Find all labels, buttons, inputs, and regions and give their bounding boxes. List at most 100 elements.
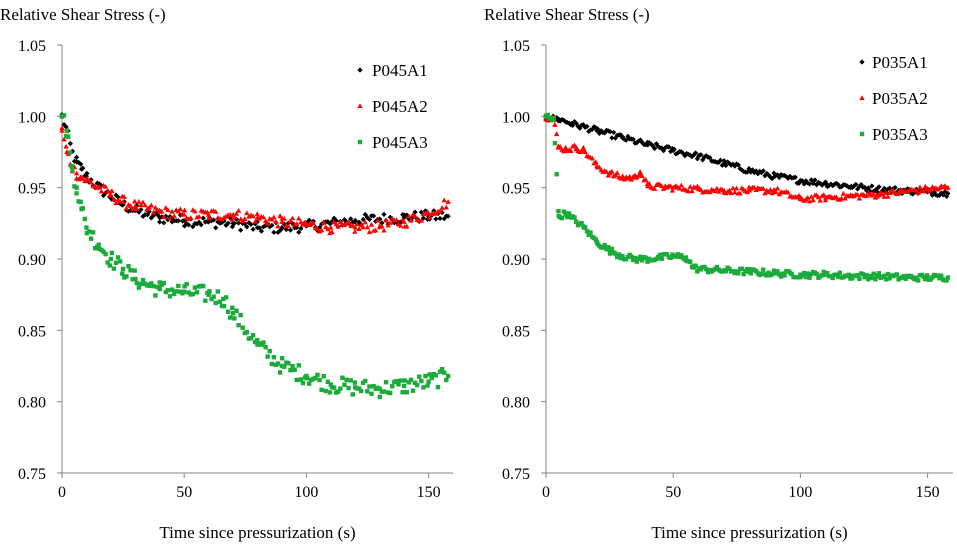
data-point [772,173,778,179]
x-tick-label: 0 [58,484,66,501]
data-point [695,186,702,192]
data-point [673,151,679,157]
data-point [142,202,148,208]
data-point [848,183,854,189]
data-point [342,382,347,387]
data-point [404,223,410,229]
data-point [329,229,335,235]
data-point [584,229,590,234]
data-point [98,188,105,194]
data-point [161,280,166,286]
data-point [639,258,645,263]
data-point [639,173,645,179]
data-point [381,389,387,394]
data-point [420,215,427,221]
data-point [321,219,327,225]
data-point [294,377,299,383]
data-point [854,192,861,197]
data-point [789,271,794,277]
data-point [714,264,720,270]
y-tick-label: 0.95 [18,181,46,198]
data-point [400,389,405,395]
data-point [574,219,579,225]
data-point [132,268,137,273]
data-point [606,170,613,176]
data-point [812,177,818,183]
data-point [675,252,680,257]
data-point [296,363,301,368]
data-point [136,285,142,290]
data-point [213,225,219,231]
legend-label: P035A2 [872,89,928,108]
data-point [815,179,822,186]
data-point [856,195,863,201]
data-point [821,192,827,198]
data-point [225,309,231,314]
data-point [426,379,431,384]
data-point [761,267,766,272]
data-point [250,333,256,338]
data-point [82,216,88,222]
data-point [863,193,870,198]
data-point [607,251,613,256]
data-point [161,214,167,220]
data-point [619,174,626,180]
data-point [181,289,187,295]
data-point [67,140,73,147]
y-axis-title: Relative Shear Stress (-) [484,5,650,24]
data-point [63,124,69,130]
data-point [176,283,181,289]
data-point [404,390,410,395]
data-point [550,117,556,123]
data-point [850,276,855,281]
data-point [561,209,567,214]
data-point [352,217,358,224]
data-point [250,213,256,219]
data-point [370,213,377,219]
data-point [383,379,389,385]
data-point [688,259,693,265]
data-point [746,187,753,193]
data-point [594,128,600,134]
data-point [74,191,79,196]
data-point [679,253,684,258]
data-point [764,170,770,177]
data-point [397,222,404,228]
data-point [328,382,334,387]
data-point [668,148,674,155]
data-point [666,144,672,150]
legend-label: P045A1 [372,61,428,80]
data-point [78,161,84,167]
data-point [201,283,206,289]
data-point [281,221,287,227]
data-point [331,385,337,390]
data-point [719,162,725,168]
data-point [593,125,599,131]
data-point [855,272,860,278]
data-point [279,225,285,231]
data-point [762,173,768,179]
data-point [229,224,235,230]
data-point [798,272,803,277]
data-point [83,177,90,183]
data-point [883,277,889,282]
data-point [580,145,587,150]
data-point [806,181,813,187]
data-point [255,337,260,343]
data-point [723,162,729,169]
data-point [435,384,441,390]
data-point [229,216,236,222]
y-tick-label: 0.85 [18,323,46,340]
data-point [940,192,946,198]
data-point [581,225,587,230]
data-point [279,363,285,369]
data-point [296,215,302,221]
data-point [258,228,265,234]
data-point [340,375,345,380]
x-tick-label: 50 [665,484,681,501]
data-point [437,215,443,222]
data-point [269,361,274,367]
data-point [211,217,217,223]
data-point [721,187,727,193]
series-P035A1 [543,113,951,200]
